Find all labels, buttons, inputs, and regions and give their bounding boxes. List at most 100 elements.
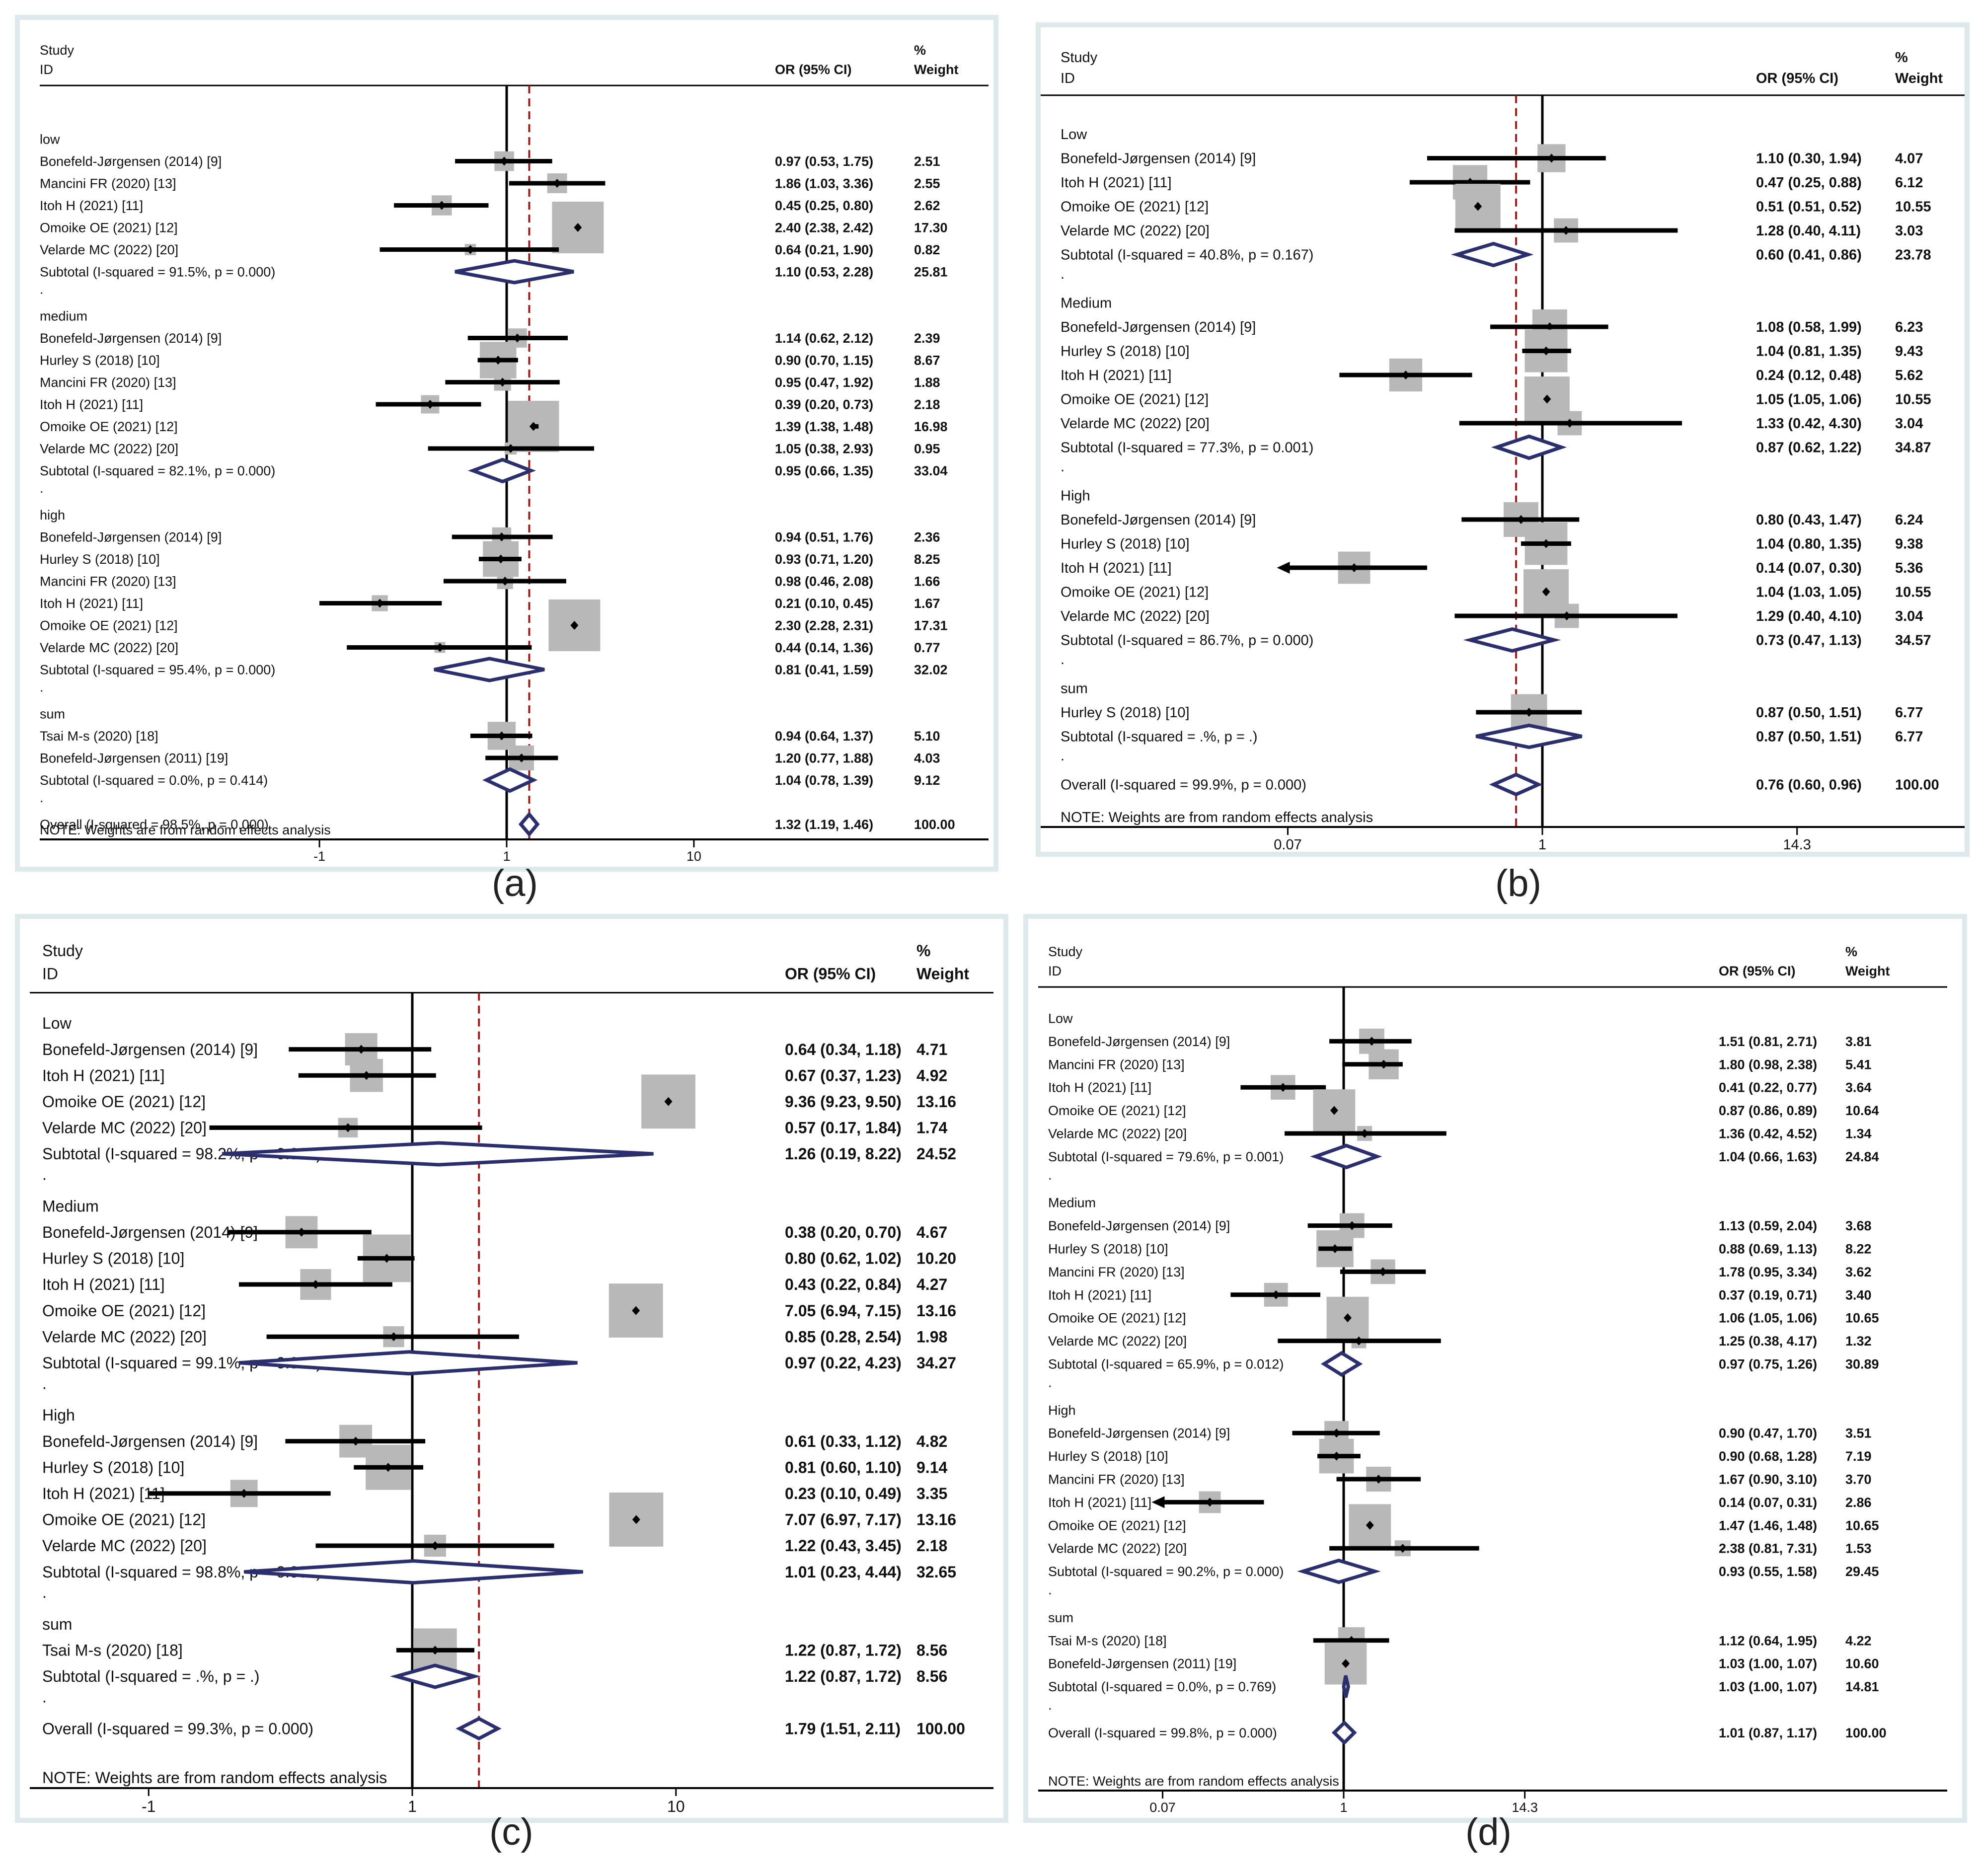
panel-d-frame: Study ID OR (95% CI)% Weight Low Bonefeld-Jør… — [1023, 914, 1967, 1823]
or-ci-value: 0.37 (0.19, 0.71) — [1719, 1287, 1817, 1302]
weights-note: NOTE: Weights are from random effects an… — [1061, 810, 1373, 825]
weight-value: 3.70 — [1845, 1472, 1872, 1487]
weight-value: 3.51 — [1845, 1426, 1872, 1441]
overall-diamond — [1331, 1720, 1357, 1745]
subgroup-label: Medium — [42, 1197, 99, 1215]
point-estimate — [1332, 1451, 1341, 1461]
ci-arrow — [1277, 562, 1290, 574]
weight-value: 8.56 — [916, 1642, 947, 1659]
x-tick-label: 14.3 — [1783, 837, 1811, 852]
point-estimate — [297, 1227, 305, 1237]
weight-value: 4.27 — [916, 1276, 947, 1293]
point-estimate — [1379, 1059, 1388, 1069]
weight-value: 1.88 — [914, 375, 940, 390]
subgroup-label: high — [40, 508, 65, 523]
point-estimate — [1379, 1267, 1387, 1276]
point-estimate — [1366, 1520, 1374, 1530]
weight-value: 8.56 — [916, 1667, 947, 1685]
study-label: Bonefeld-Jørgensen (2014) [9] — [40, 154, 222, 169]
weight-value: 13.16 — [916, 1511, 956, 1529]
weight-value: 4.22 — [1845, 1633, 1872, 1648]
study-label: Omoike OE (2021) [12] — [42, 1093, 206, 1111]
overall-diamond — [1489, 772, 1543, 797]
weight-value: 3.40 — [1845, 1287, 1872, 1302]
subgroup-label: sum — [1048, 1610, 1073, 1625]
subtotal-diamond — [1342, 1675, 1350, 1698]
point-estimate — [362, 1071, 371, 1080]
subgroup-label: Low — [42, 1014, 72, 1032]
header-or-ci: OR (95% CI) — [785, 965, 876, 982]
weight-value: 9.14 — [916, 1458, 947, 1476]
point-estimate — [438, 201, 446, 210]
x-tick-label: -1 — [142, 1798, 155, 1815]
study-label: Velarde MC (2022) [20] — [1048, 1126, 1187, 1141]
panel-c-frame: Study ID OR (95% CI)% Weight Low Bonefeld-Jør… — [15, 914, 1008, 1823]
or-ci-value: 1.01 (0.87, 1.17) — [1719, 1726, 1817, 1740]
header-or-ci: OR (95% CI) — [1719, 964, 1796, 978]
point-estimate — [1542, 587, 1550, 597]
weights-note: NOTE: Weights are from random effects an… — [42, 1769, 387, 1787]
overall-diamond — [456, 1717, 502, 1741]
point-estimate — [431, 1541, 439, 1550]
point-estimate — [664, 1097, 673, 1106]
study-label: Hurley S (2018) [10] — [1061, 536, 1190, 552]
header-id: ID — [40, 62, 53, 77]
or-ci-value: 1.12 (0.64, 1.95) — [1719, 1633, 1817, 1648]
overall-label: Overall (I-squared = 99.3%, p = 0.000) — [42, 1720, 313, 1737]
point-estimate — [513, 333, 522, 343]
ci-arrow — [1151, 1496, 1165, 1508]
weight-value: 2.18 — [916, 1537, 947, 1555]
point-estimate — [574, 223, 582, 232]
row-spacer: . — [42, 1583, 47, 1601]
weight-value: 34.57 — [1895, 633, 1931, 649]
header-percent: % — [1895, 50, 1908, 66]
weight-value: 5.10 — [914, 729, 940, 744]
or-ci-value: 2.30 (2.28, 2.31) — [775, 618, 873, 633]
header-weight: Weight — [1845, 964, 1890, 978]
study-label: Omoike OE (2021) [12] — [1048, 1103, 1186, 1118]
x-tick-label: 10 — [667, 1798, 685, 1815]
or-ci-value: 1.14 (0.62, 2.12) — [775, 331, 873, 346]
or-ci-value: 1.04 (0.80, 1.35) — [1756, 536, 1862, 552]
weight-value: 23.78 — [1895, 247, 1931, 263]
header-weight: Weight — [916, 965, 969, 982]
study-label: Omoike OE (2021) [12] — [40, 419, 178, 434]
or-ci-value: 0.60 (0.41, 0.86) — [1756, 247, 1862, 263]
weight-value: 3.35 — [916, 1485, 947, 1502]
row-spacer: . — [1061, 652, 1065, 668]
study-label: Omoike OE (2021) [12] — [1061, 199, 1209, 215]
subgroup-label: Medium — [1048, 1196, 1096, 1210]
subtotal-label: Subtotal (I-squared = 40.8%, p = 0.167) — [1061, 247, 1313, 263]
weights-note: NOTE: Weights are from random effects an… — [1048, 1774, 1339, 1789]
point-estimate — [426, 400, 434, 409]
weight-value: 0.95 — [914, 441, 940, 456]
weight-value: 6.23 — [1895, 319, 1923, 335]
study-label: Mancini FR (2020) [13] — [1048, 1472, 1185, 1487]
x-tick-label: 14.3 — [1512, 1800, 1538, 1815]
study-label: Velarde MC (2022) [20] — [1048, 1334, 1187, 1349]
study-label: Omoike OE (2021) [12] — [42, 1511, 206, 1529]
study-label: Velarde MC (2022) [20] — [1061, 608, 1210, 624]
weight-value: 10.55 — [1895, 585, 1931, 600]
weight-value: 4.92 — [916, 1066, 947, 1084]
subtotal-label: Subtotal (I-squared = 0.0%, p = 0.769) — [1048, 1679, 1276, 1694]
or-ci-value: 0.67 (0.37, 1.23) — [785, 1066, 902, 1084]
point-estimate — [1342, 1659, 1350, 1668]
forest-plot-d: Study ID OR (95% CI)% Weight Low Bonefeld-Jør… — [1038, 944, 1947, 1815]
weight-value: 9.12 — [914, 773, 940, 788]
x-tick-label: 10 — [686, 849, 701, 864]
or-ci-value: 0.38 (0.20, 0.70) — [785, 1223, 902, 1241]
study-label: Hurley S (2018) [10] — [1061, 705, 1190, 721]
weight-value: 30.89 — [1845, 1356, 1879, 1371]
point-estimate — [1361, 1129, 1369, 1138]
point-estimate — [389, 1332, 398, 1342]
subgroup-label: Medium — [1061, 296, 1112, 311]
forest-plot-a: Study ID OR (95% CI)% Weight low Bonefeld-Jør… — [40, 43, 989, 864]
or-ci-value: 1.22 (0.43, 3.45) — [785, 1537, 902, 1555]
weight-value: 1.66 — [914, 574, 940, 589]
weight-value: 2.51 — [914, 154, 940, 169]
weight-value: 24.52 — [916, 1145, 956, 1163]
weight-value: 0.77 — [914, 640, 940, 655]
study-label: Hurley S (2018) [10] — [42, 1458, 184, 1476]
subgroup-label: low — [40, 132, 60, 147]
